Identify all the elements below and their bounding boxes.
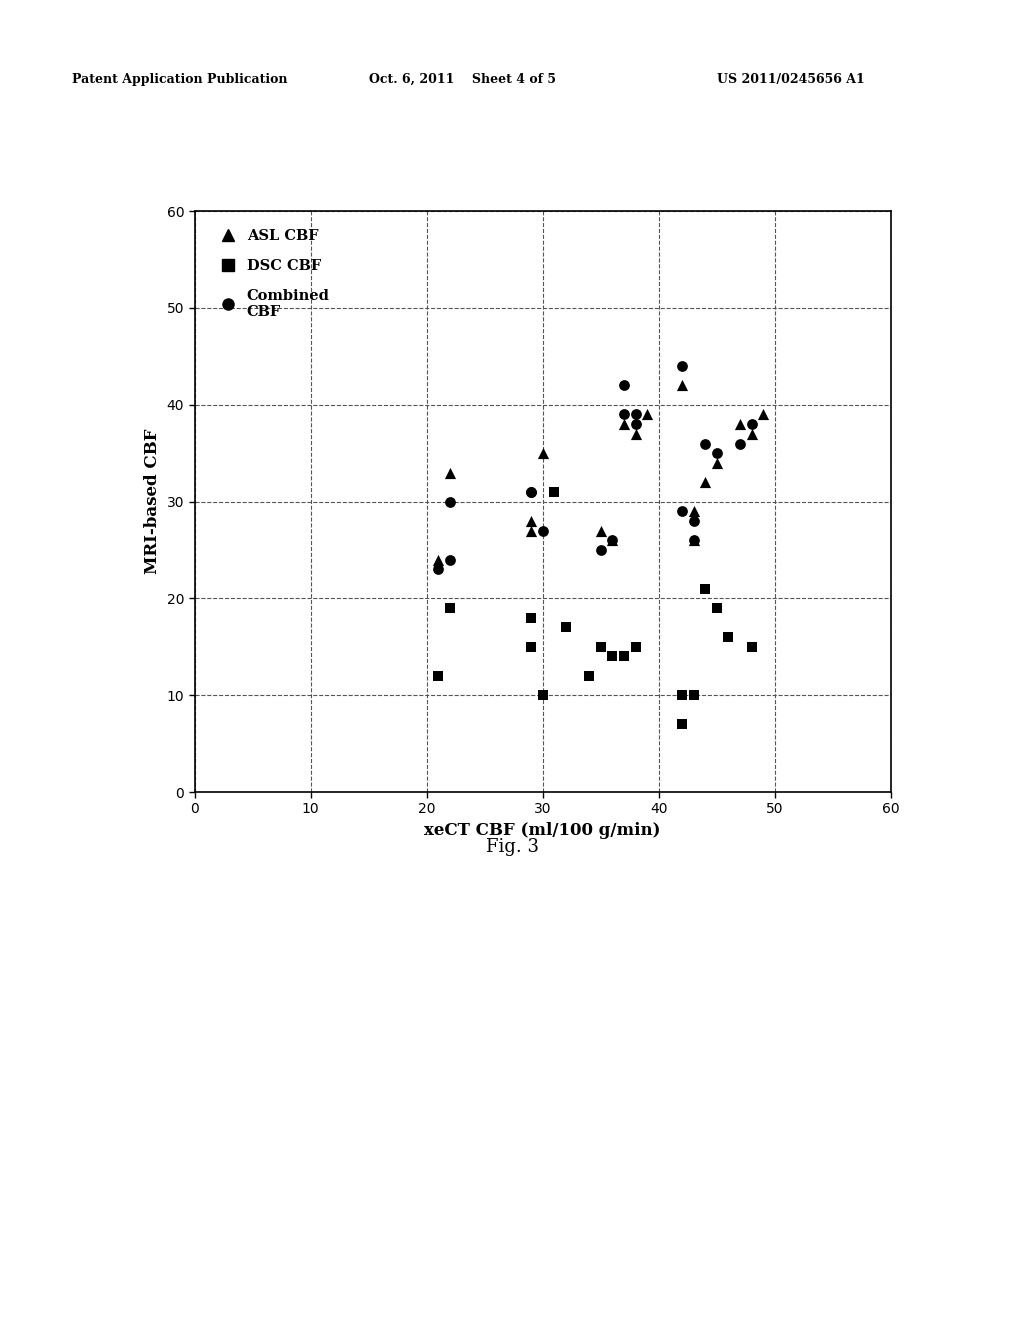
Point xyxy=(546,482,562,503)
Point xyxy=(685,500,701,521)
X-axis label: xeCT CBF (ml/100 g/min): xeCT CBF (ml/100 g/min) xyxy=(425,822,660,840)
Point xyxy=(732,433,749,454)
Point xyxy=(615,375,632,396)
Text: Oct. 6, 2011    Sheet 4 of 5: Oct. 6, 2011 Sheet 4 of 5 xyxy=(369,73,556,86)
Point xyxy=(615,413,632,434)
Point xyxy=(558,616,574,638)
Point xyxy=(523,636,540,657)
Point xyxy=(593,636,609,657)
Point xyxy=(535,520,551,541)
Point xyxy=(674,375,690,396)
Point xyxy=(615,404,632,425)
Point xyxy=(674,714,690,735)
Point xyxy=(685,529,701,550)
Point xyxy=(535,442,551,463)
Point xyxy=(628,636,644,657)
Point xyxy=(430,665,446,686)
Point xyxy=(523,511,540,532)
Point xyxy=(604,529,621,550)
Point xyxy=(593,520,609,541)
Point xyxy=(709,598,725,619)
Point xyxy=(430,558,446,579)
Point xyxy=(685,685,701,706)
Point xyxy=(732,413,749,434)
Text: Fig. 3: Fig. 3 xyxy=(485,838,539,857)
Point xyxy=(709,442,725,463)
Point xyxy=(685,529,701,550)
Point xyxy=(523,482,540,503)
Point xyxy=(628,404,644,425)
Point xyxy=(674,500,690,521)
Point xyxy=(441,549,458,570)
Point xyxy=(604,529,621,550)
Point xyxy=(674,355,690,376)
Point xyxy=(593,540,609,561)
Point xyxy=(697,578,714,599)
Point xyxy=(615,645,632,667)
Point xyxy=(523,482,540,503)
Point xyxy=(639,404,655,425)
Text: Patent Application Publication: Patent Application Publication xyxy=(72,73,287,86)
Y-axis label: MRI-based CBF: MRI-based CBF xyxy=(144,429,161,574)
Point xyxy=(743,424,760,445)
Point xyxy=(535,685,551,706)
Text: US 2011/0245656 A1: US 2011/0245656 A1 xyxy=(717,73,864,86)
Point xyxy=(697,433,714,454)
Point xyxy=(581,665,597,686)
Point xyxy=(674,685,690,706)
Point xyxy=(685,511,701,532)
Point xyxy=(441,598,458,619)
Point xyxy=(628,413,644,434)
Point xyxy=(441,491,458,512)
Point xyxy=(441,462,458,483)
Point xyxy=(697,471,714,492)
Point xyxy=(523,520,540,541)
Point xyxy=(743,636,760,657)
Point xyxy=(628,424,644,445)
Point xyxy=(720,627,736,648)
Legend: ASL CBF, DSC CBF, Combined
CBF: ASL CBF, DSC CBF, Combined CBF xyxy=(209,224,334,323)
Point xyxy=(709,453,725,474)
Point xyxy=(523,607,540,628)
Point xyxy=(755,404,771,425)
Point xyxy=(430,549,446,570)
Point xyxy=(743,413,760,434)
Point xyxy=(604,645,621,667)
